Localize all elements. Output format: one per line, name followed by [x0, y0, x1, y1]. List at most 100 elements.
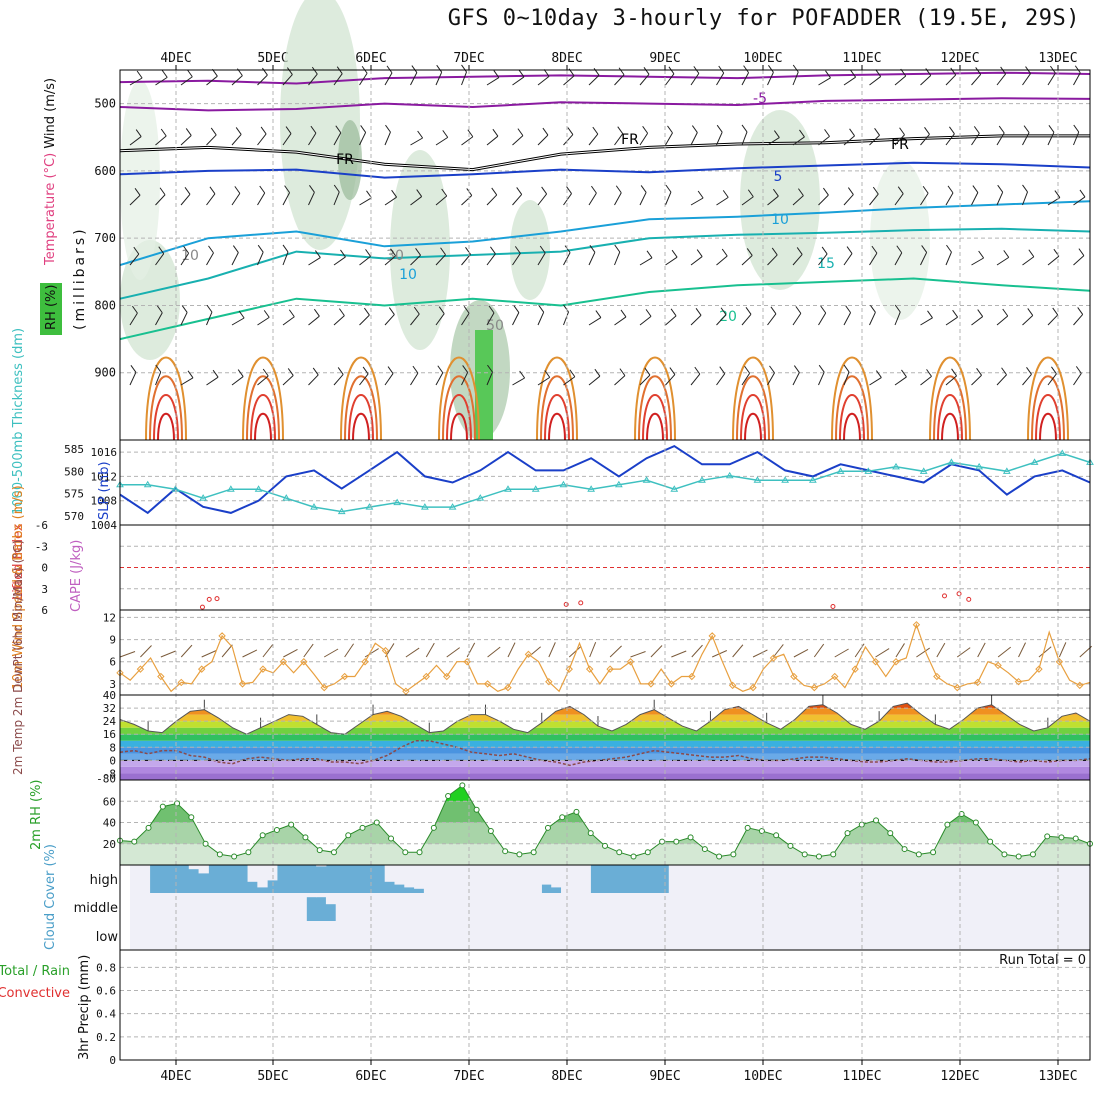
wind-barb	[997, 646, 1012, 658]
temperature-contour	[446, 394, 472, 441]
wind-barb	[588, 192, 597, 206]
cloud-gap	[218, 921, 229, 950]
wind-barb	[1022, 373, 1032, 386]
cloud-gap	[982, 893, 993, 921]
wind-barb	[767, 313, 777, 326]
wind-barb	[155, 312, 163, 326]
y-axis-label: Lifted Index	[11, 523, 26, 600]
wind-barb	[795, 306, 802, 314]
wind-barb	[1027, 308, 1034, 316]
temperature-contour	[540, 375, 574, 441]
cloud-gap	[835, 865, 846, 893]
wind-barb	[792, 71, 799, 86]
wind-speed-marker	[340, 672, 349, 681]
cloud-gap	[1070, 921, 1081, 950]
rh-marker	[887, 830, 894, 837]
wind-speed-marker	[810, 683, 819, 692]
rh-marker	[459, 782, 466, 789]
wind-barb	[639, 257, 653, 266]
thickness-marker	[282, 494, 291, 501]
wind-barb	[486, 253, 496, 266]
wind-barb	[537, 134, 549, 146]
cloud-gap	[727, 865, 738, 893]
rh-marker	[359, 824, 366, 831]
wind-barb	[945, 316, 958, 326]
cloud-gap	[756, 865, 768, 893]
thickness-marker	[614, 480, 623, 488]
thickness-marker	[531, 485, 540, 492]
cloud-gap	[952, 893, 964, 921]
wind-barb	[843, 194, 854, 206]
wind-barb	[313, 308, 320, 317]
cloud-gap	[414, 865, 425, 889]
wind-barb	[743, 65, 749, 73]
wind-barb	[486, 135, 499, 146]
cloud-gap	[933, 921, 944, 950]
wind-barb	[234, 186, 241, 194]
rh-marker	[744, 824, 751, 831]
wind-barb	[133, 246, 140, 255]
wind-speed-marker	[483, 680, 492, 688]
cloud-gap	[355, 921, 366, 950]
cape-point	[578, 600, 584, 606]
y-tick-label: 12	[103, 611, 116, 624]
wind-barb	[435, 313, 445, 326]
wind-barb	[410, 313, 420, 326]
top-date-label: 4DEC	[160, 51, 191, 66]
rh-marker	[216, 851, 223, 858]
wind-barb	[996, 132, 1005, 146]
freezing-level-line	[119, 134, 1090, 172]
wind-barb	[792, 372, 800, 386]
y-tick-label: 3	[109, 678, 116, 691]
cloud-gap	[874, 893, 885, 921]
cloud-row-label: middle	[74, 901, 118, 916]
wind-barb	[490, 246, 496, 255]
wind-barb	[136, 70, 143, 79]
wind-barb	[206, 134, 217, 146]
wind-barb	[231, 193, 241, 206]
wind-barb	[769, 365, 775, 374]
wind-barb	[690, 373, 701, 386]
temp-band	[120, 773, 1090, 780]
wind-barb	[1077, 307, 1084, 315]
wind-barb	[259, 185, 266, 194]
cloud-gap	[169, 893, 180, 921]
cloud-gap	[1011, 865, 1022, 893]
wind-barb	[716, 124, 723, 133]
wind-barb	[952, 309, 959, 318]
cloud-gap	[247, 893, 258, 921]
wind-speed-marker	[790, 672, 798, 681]
rh-marker	[402, 849, 409, 856]
wind-barb	[946, 244, 952, 253]
wind-barb	[691, 125, 698, 133]
temperature-contour	[732, 356, 774, 441]
wind-barb	[996, 315, 1009, 326]
wind-barb	[767, 372, 775, 386]
wind-barb	[732, 644, 744, 658]
rh-marker	[730, 851, 737, 858]
wind-barb	[461, 312, 470, 326]
cloud-gap	[1060, 865, 1071, 893]
cloud-gap	[1021, 921, 1032, 950]
cloud-gap	[257, 865, 268, 888]
cloud-gap	[394, 893, 405, 921]
wind-speed-marker	[504, 683, 512, 692]
wind-barb	[257, 244, 264, 253]
wind-barb	[971, 74, 982, 86]
bottom-date-label: 12DEC	[940, 1069, 979, 1084]
rh-marker	[316, 847, 323, 854]
thickness-marker	[836, 467, 845, 474]
cloud-gap	[747, 865, 758, 893]
cloud-gap	[766, 893, 778, 921]
wind-barb	[519, 370, 526, 379]
cloud-gap	[580, 921, 591, 950]
wind-barb	[187, 370, 194, 379]
rh-marker	[430, 824, 437, 831]
wind-barb	[512, 76, 525, 86]
wind-barb	[231, 376, 244, 386]
wind-barb	[818, 364, 825, 373]
cloud-gap	[894, 865, 905, 893]
cloud-gap	[884, 921, 895, 950]
wind-barb	[132, 305, 138, 314]
